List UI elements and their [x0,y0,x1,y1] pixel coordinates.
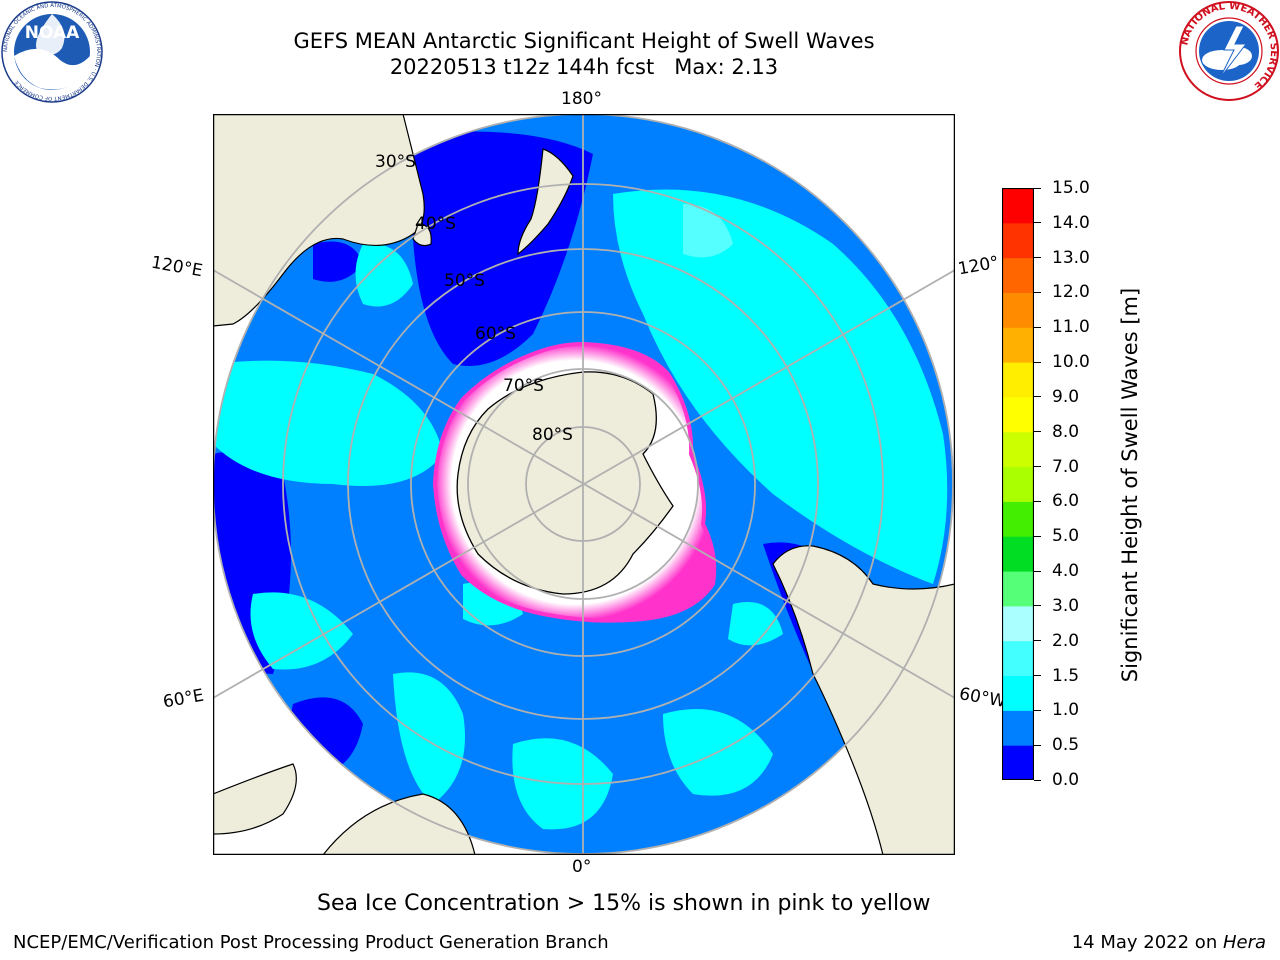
lon-label-120e: 120°E [149,252,205,282]
polar-map [212,113,956,856]
colorbar-cell [1002,710,1034,746]
colorbar-cell [1002,327,1034,363]
lon-label-0: 0° [572,857,592,877]
high-swell-region [728,602,783,646]
new-zealand-land [517,148,574,256]
noaa-logo-text: NOAA [25,23,80,43]
colorbar-tick-label: 6.0 [1052,491,1080,512]
colorbar-tick-label: 14.0 [1052,212,1090,233]
colorbar-tick-label: 12.0 [1052,282,1090,303]
colorbar-tick-label: 0.5 [1052,735,1080,756]
colorbar-tick-label: 3.0 [1052,595,1080,616]
high-swell-region [613,189,948,585]
antarctica-land [456,371,674,595]
colorbar-cell [1002,396,1034,433]
colorbar-tick [1034,291,1041,293]
africa-land [322,793,476,855]
colorbar-tick-label: 0.0 [1052,770,1080,790]
colorbar-swatches [1001,187,1035,781]
colorbar-tick [1034,431,1041,433]
colorbar-tick [1034,222,1041,224]
noaa-logo: NOAA NATIONAL OCEANIC AND ATMOSPHERIC AD… [0,0,104,104]
map-panel: 30°S 40°S 50°S 60°S 70°S 80°S [212,113,956,856]
colorbar-tick [1034,640,1041,642]
lat-label-60s: 60°S [475,324,516,344]
colorbar-tick [1034,326,1041,328]
colorbar-title: Significant Height of Swell Waves [m] [1118,287,1142,683]
footer-date: 14 May 2022 on [1071,932,1223,953]
colorbar [1001,187,1035,781]
high-swell-region [213,360,443,486]
colorbar-tick [1034,466,1041,468]
colorbar-tick [1034,361,1041,363]
footer-left: NCEP/EMC/Verification Post Processing Pr… [13,932,609,953]
colorbar-tick-label: 1.5 [1052,665,1080,686]
colorbar-cell [1002,292,1034,328]
colorbar-cell [1002,571,1034,607]
colorbar-tick [1034,257,1041,259]
colorbar-cell [1002,257,1034,293]
lon-label-60w: 60°W [957,684,1008,712]
colorbar-cell [1002,745,1034,781]
chart-title-line2: 20220513 t12z 144h fcst Max: 2.13 [389,55,779,79]
antarctica-region [432,341,717,623]
colorbar-tick [1034,744,1041,746]
lon-label-180: 180° [561,89,602,109]
colorbar-tick-label: 7.0 [1052,456,1080,477]
colorbar-cell [1002,222,1034,259]
continents [213,114,955,855]
colorbar-cell [1002,431,1034,468]
colorbar-tick-label: 13.0 [1052,247,1090,268]
colorbar-tick-label: 1.0 [1052,700,1080,721]
colorbar-cell [1002,640,1034,677]
lat-label-80s: 80°S [532,425,573,445]
colorbar-tick [1034,535,1041,537]
colorbar-cell [1002,188,1034,224]
meridian-60e-120w [213,269,955,699]
colorbar-tick-label: 11.0 [1052,317,1090,338]
colorbar-tick [1034,500,1041,502]
colorbar-cell [1002,675,1034,711]
colorbar-tick-label: 4.0 [1052,561,1080,582]
chart-title-line1: GEFS MEAN Antarctic Significant Height o… [293,29,875,53]
colorbar-cell [1002,605,1034,642]
tasmania-land [412,223,432,247]
low-swell-region [313,241,363,282]
high-swell-region [393,672,465,804]
high-swell-region [355,243,413,307]
colorbar-tick-label: 8.0 [1052,421,1080,442]
australia-land [213,114,425,327]
colorbar-tick-label: 5.0 [1052,526,1080,547]
colorbar-tick [1034,187,1041,189]
sea-ice-note: Sea Ice Concentration > 15% is shown in … [317,891,931,916]
colorbar-cell [1002,501,1034,537]
lat-label-30s: 30°S [375,152,416,172]
footer-host: Hera [1222,932,1266,953]
lon-label-120w: 120° [956,252,1001,280]
colorbar-tick [1034,779,1041,781]
colorbar-tick [1034,605,1041,607]
colorbar-tick-label: 10.0 [1052,352,1090,373]
high-swell-region [250,592,353,670]
colorbar-cell [1002,362,1034,398]
colorbar-tick-label: 9.0 [1052,386,1080,407]
footer-right: 14 May 2022 on Hera [1072,932,1266,953]
lat-label-70s: 70°S [503,376,544,396]
colorbar-tick [1034,396,1041,398]
lon-label-60e: 60°E [161,685,206,713]
lat-label-50s: 50°S [444,271,485,291]
colorbar-tick-label: 2.0 [1052,630,1080,651]
lat-label-40s: 40°S [415,214,456,234]
colorbar-tick [1034,709,1041,711]
colorbar-tick [1034,675,1041,677]
colorbar-cell [1002,466,1034,502]
high-swell-region [683,204,733,258]
south-america-land [772,545,955,855]
colorbar-tick-label: 15.0 [1052,178,1090,198]
map-frame [212,113,956,856]
madagascar-land [213,763,297,835]
nws-logo: NATIONAL WEATHER SERVICE [1178,0,1280,102]
colorbar-cell [1002,536,1034,572]
colorbar-tick [1034,570,1041,572]
